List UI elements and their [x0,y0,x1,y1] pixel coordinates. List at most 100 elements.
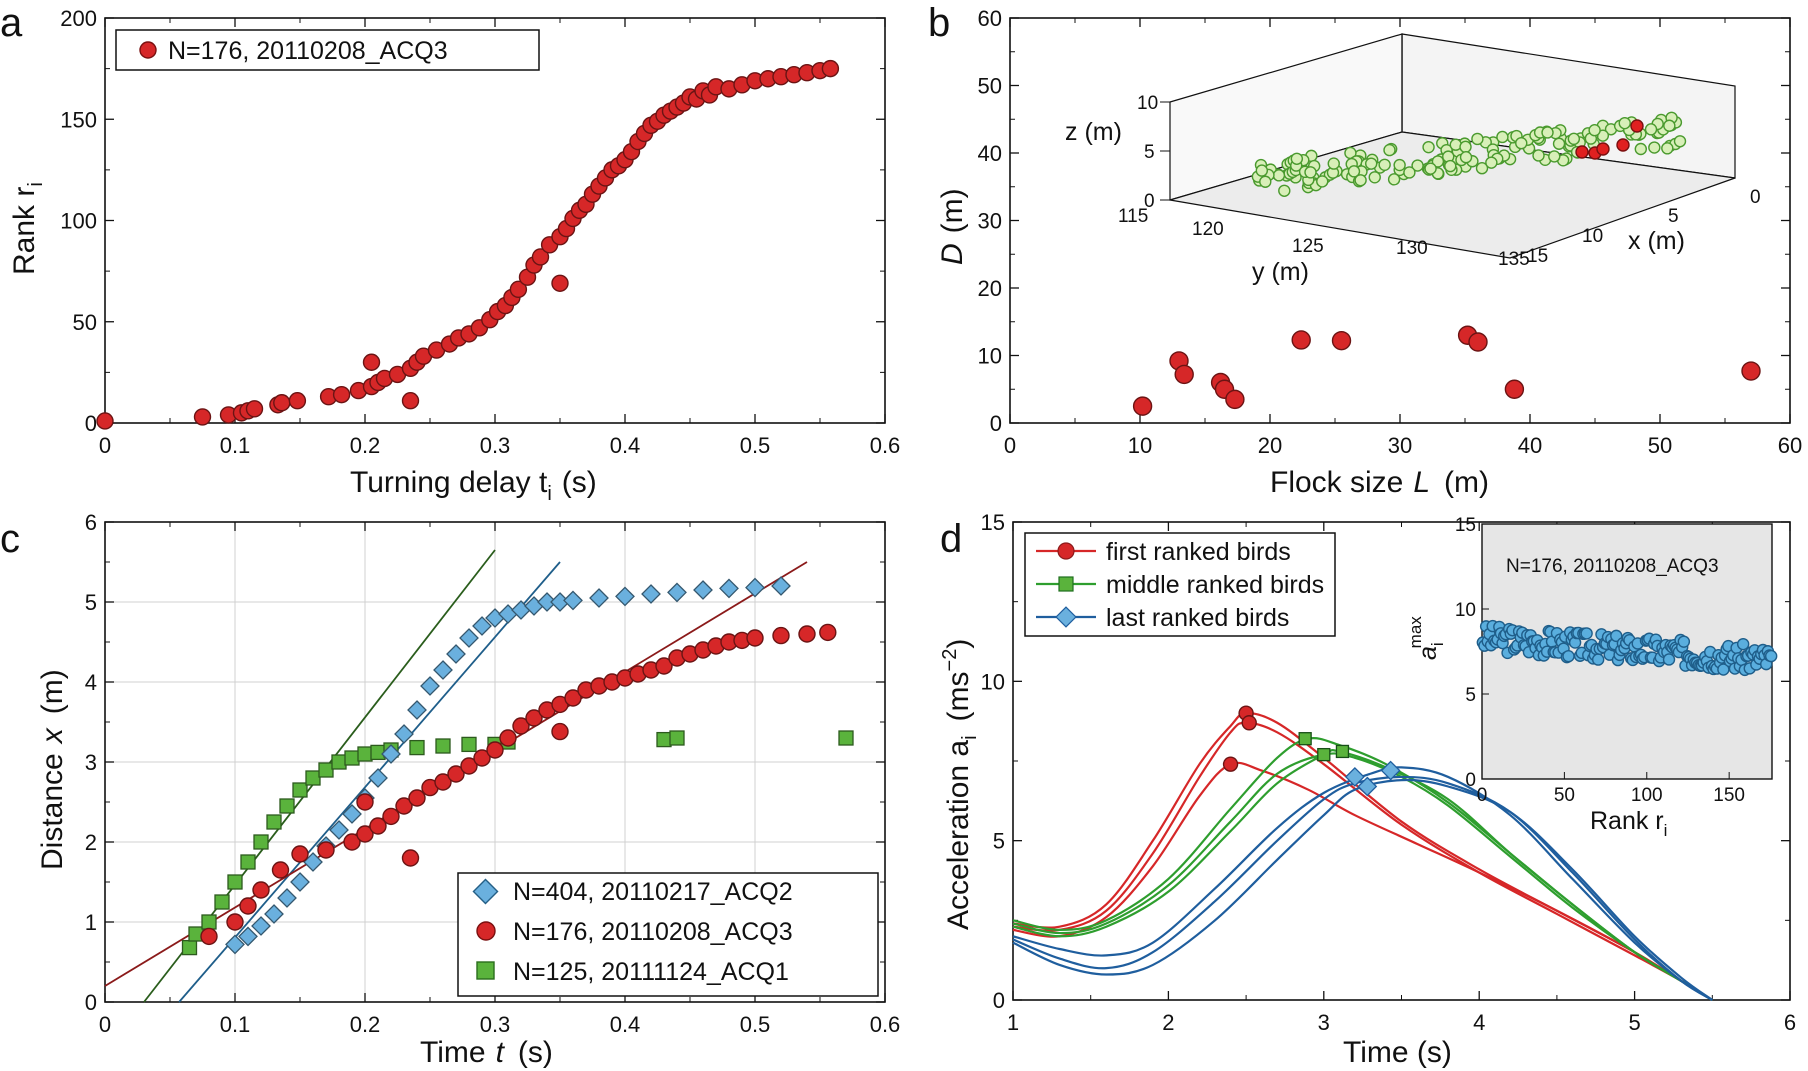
inset-y-tick-label: 5 [1465,685,1476,706]
data-point-a [96,412,114,430]
data-point-diamond [446,644,466,664]
y-tick-label: 50 [73,310,97,335]
bird-marker [1422,140,1435,154]
inset-x-tick-label: 50 [1554,785,1575,806]
inset-x-label: Rank ri [1590,807,1667,840]
bird-marker [1411,159,1424,172]
y-tick-label: 0 [85,411,97,436]
x-axis-label-d: Time (s) [1343,1036,1452,1069]
data-point-square [227,874,243,890]
bird-marker [1648,141,1661,154]
acceleration-curve [1012,778,1713,1001]
y-axis-label-c: Distancex(m) [36,669,69,870]
bird-marker [1365,157,1378,170]
bird-marker [1278,184,1291,197]
x3d-tick-label: 0 [1750,187,1761,208]
data-point-square [461,736,477,753]
bird-marker [1588,124,1601,137]
bird-marker [1661,142,1674,155]
bird-marker [1634,142,1648,156]
data-point-circle [271,861,290,879]
y3d-tick-label: 135 [1498,249,1530,270]
y-axis-label-a: Rank ri [8,182,47,275]
inset-data-point [1662,653,1676,666]
data-point-square [838,730,854,746]
x3d-tick-label: 10 [1582,226,1603,247]
bird-marker [1327,157,1340,170]
panel-label-c: c [0,517,20,561]
data-point-circle [525,709,543,727]
x-tick-label: 30 [1388,433,1412,458]
x-tick-label: 0.4 [610,433,641,458]
peak-marker-diamond [1380,760,1401,781]
bird-marker [1444,159,1457,173]
x-tick-label: 0.2 [350,1012,381,1037]
x-tick-label: 0.6 [870,433,901,458]
data-point-circle [401,849,420,867]
data-point-a [288,392,307,410]
x-axis-label-a: Turning delay ti (s) [350,466,597,505]
legend-marker-circle [139,41,157,59]
y3d-axis-label: y (m) [1252,258,1309,286]
data-point-diamond [563,590,583,611]
acceleration-curve [1012,721,1713,1001]
data-point-square [344,750,360,766]
data-point-circle [226,913,244,931]
bird-marker [1496,130,1509,144]
data-point-diamond [381,744,401,764]
data-point-circle [356,793,374,811]
data-point-diamond [329,820,349,840]
y3d-tick-label: 125 [1292,236,1324,257]
panel-c: c 0 0.1 0.2 0.3 0.4 0.5 0.6 0 1 2 3 4 5 6 N=404, 2011… [0,510,900,1069]
inset-data-point [1677,635,1691,648]
z-tick-label: 5 [1144,142,1155,163]
data-point-diamond [342,804,362,824]
data-point-square [240,854,256,870]
data-point-circle [343,833,361,851]
peak-marker-circle [1241,715,1257,731]
y-tick-label: 5 [85,590,97,615]
data-point-square [669,730,685,746]
data-point-circle [746,629,764,647]
bird-marker [1424,162,1437,175]
y-axis-label-b: D(m) [936,188,969,265]
peak-marker-diamond [1357,776,1378,797]
y-tick-label: 4 [85,670,97,695]
y-axis-3d: 115 120 125 130 135 y (m) [1118,206,1530,286]
legend-label-d2: middle ranked birds [1106,571,1324,599]
inset-y-tick-label: 15 [1455,515,1476,536]
data-point-circle [512,717,530,735]
x-tick-label: 4 [1473,1010,1485,1035]
data-point-square [266,814,282,830]
panel-label-a: a [0,1,23,45]
data-point-circle [447,765,465,783]
bird-marker [1485,156,1498,169]
data-point-circle [564,689,582,707]
y3d-tick-label: 130 [1396,238,1428,259]
inset-data-point [1580,627,1593,640]
x-tick-label: 10 [1128,433,1152,458]
y-tick-label: 20 [978,276,1002,301]
leading-bird-marker [1630,119,1644,133]
leading-bird-marker [1596,142,1610,156]
inset-x-tick-label: 100 [1631,785,1663,806]
bird-marker [1347,165,1361,178]
data-point-b [1468,332,1488,352]
y-tick-label: 6 [85,510,97,535]
bird-marker [1532,149,1545,162]
z-tick-label: 0 [1144,191,1155,212]
bird-marker [1663,119,1676,132]
x-tick-label: 1 [1007,1010,1019,1035]
legend-marker-square [476,961,495,980]
data-point-diamond [641,584,661,604]
legend-label-a: N=176, 20110208_ACQ3 [168,37,448,65]
peak-marker-circle [1222,756,1239,772]
legend-label-d3: last ranked birds [1106,604,1289,632]
inset-title: N=176, 20110208_ACQ3 [1506,556,1719,577]
x-tick-label: 0.3 [480,1012,511,1037]
bird-marker [1515,136,1528,150]
data-point-square [292,782,308,798]
data-point-circle [551,722,569,741]
x-tick-label: 0.1 [220,1012,251,1037]
bird-marker [1459,140,1472,154]
